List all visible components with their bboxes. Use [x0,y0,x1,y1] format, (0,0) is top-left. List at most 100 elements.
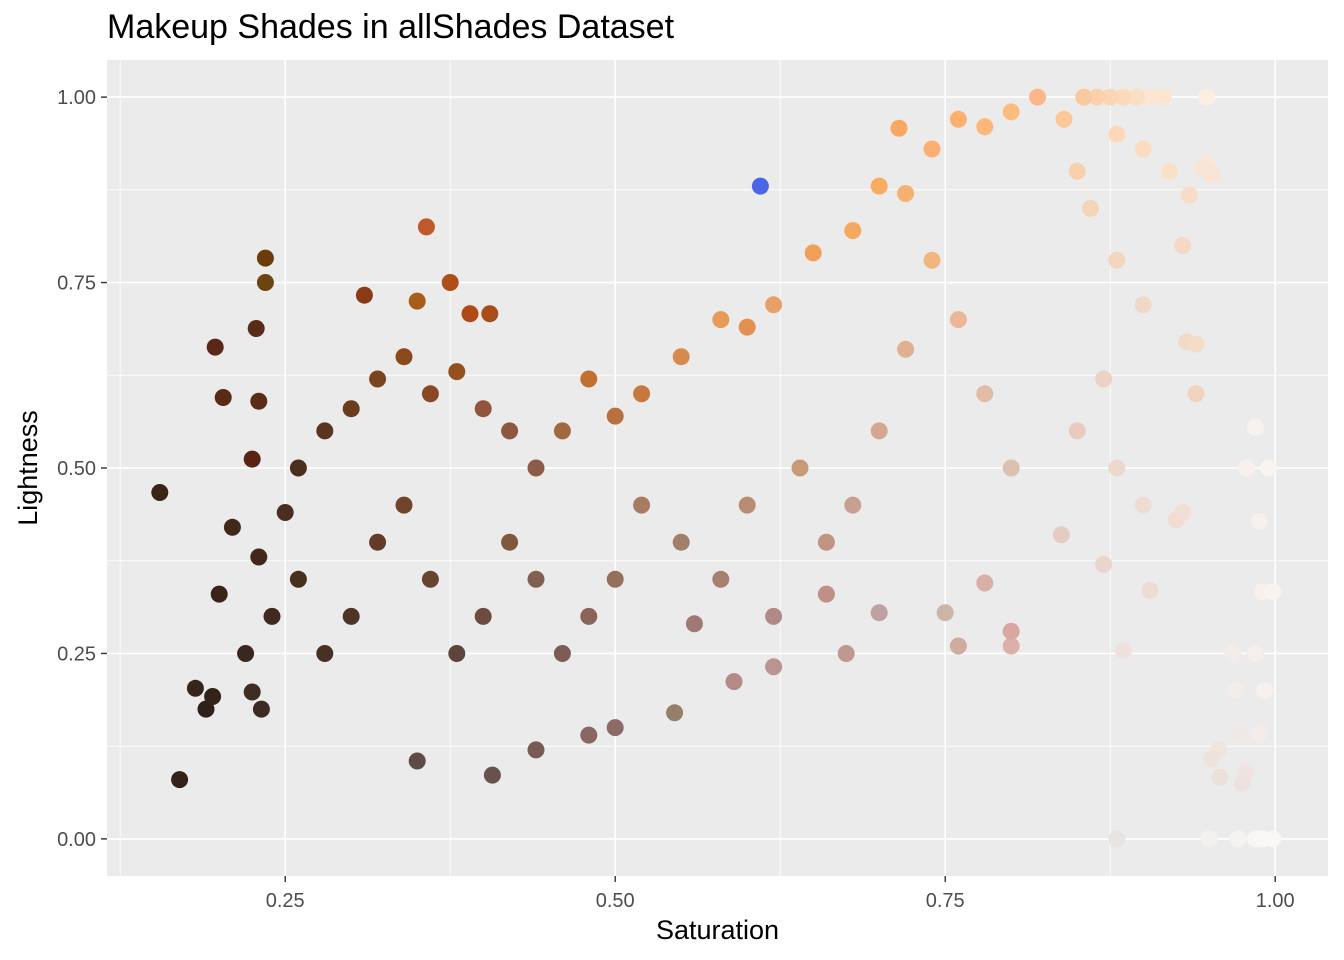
data-point [633,496,651,514]
data-point [501,422,519,440]
data-point [1002,459,1020,477]
data-point [870,422,888,440]
data-point [395,348,413,366]
data-point [725,673,743,691]
data-point [1224,645,1242,662]
y-tick-label: 1.00 [57,87,96,109]
data-point [738,318,756,336]
data-point [1002,622,1020,640]
data-point [844,222,862,240]
data-point [1068,422,1086,440]
data-point [1250,512,1268,530]
x-axis-title: Saturation [656,915,779,945]
data-point [1229,724,1247,742]
data-point [712,311,730,329]
data-point [1203,750,1221,768]
data-point [527,459,545,477]
data-point [243,683,261,701]
data-point [1260,459,1278,477]
data-point [817,585,835,603]
data-point [1187,385,1205,403]
x-tick-label: 0.75 [926,890,965,912]
y-tick-label: 0.75 [57,273,96,295]
data-point [289,570,307,588]
data-point [369,370,387,388]
data-point [481,305,499,323]
data-point [408,292,426,310]
data-point [501,533,519,551]
y-tick-label: 0.50 [57,458,96,480]
data-point [263,607,281,625]
data-point [421,385,439,403]
data-point [474,400,492,418]
data-point [1029,88,1047,106]
data-point [1095,555,1113,573]
data-point [1256,682,1274,699]
data-point [276,504,294,521]
data-point [186,679,204,697]
data-point [897,340,915,358]
data-point [461,305,479,323]
chart-title: Makeup Shades in allShades Dataset [107,8,675,46]
data-point [1052,526,1070,544]
data-point [483,766,501,784]
data-point [355,286,373,304]
data-point [421,570,439,588]
data-point [1174,504,1192,521]
data-point [243,450,261,468]
data-point [204,688,222,705]
data-point [1002,103,1020,121]
data-point [1246,418,1264,436]
data-point [553,645,571,662]
data-point [1246,645,1264,662]
data-point [949,637,967,655]
data-point [250,392,268,410]
data-point [448,363,466,381]
data-point [1233,774,1251,792]
x-tick-label: 1.00 [1256,890,1295,912]
data-point [1154,88,1172,106]
data-point [897,185,915,202]
data-point [1002,637,1020,655]
x-tick-label: 0.50 [596,890,635,912]
data-point [633,385,651,403]
data-point [527,570,545,588]
data-point [1114,642,1132,659]
data-point [1229,830,1247,848]
data-point [1180,186,1198,204]
data-point [1211,768,1229,786]
data-point [316,422,334,440]
y-tick-label: 0.00 [57,829,96,851]
data-point [171,771,189,789]
data-point [1237,459,1255,477]
data-point [712,570,730,588]
data-point [553,422,571,440]
data-point [606,407,624,425]
data-point [923,140,941,158]
data-point [606,719,624,737]
data-point [1198,88,1216,106]
data-point [1108,125,1126,143]
data-point [672,348,690,366]
data-point [1134,496,1152,514]
data-point [1095,370,1113,388]
axis-tick-labels: 0.25 0.50 0.75 1.00 0.00 0.25 0.50 0.75 1.00 [57,87,1295,912]
data-point [949,311,967,329]
data-point [441,274,459,291]
data-point [923,251,941,269]
data-point [237,645,255,662]
data-point [844,496,862,514]
data-point [448,645,466,662]
data-point [765,658,783,676]
data-point [1141,88,1159,106]
data-point [1108,251,1126,269]
data-point [527,741,545,759]
data-point [1253,830,1271,848]
axis-ticks [101,96,1276,882]
data-point [976,574,994,592]
data-point [1128,88,1146,106]
data-point [151,484,169,501]
data-point [817,533,835,551]
data-point [316,645,334,662]
